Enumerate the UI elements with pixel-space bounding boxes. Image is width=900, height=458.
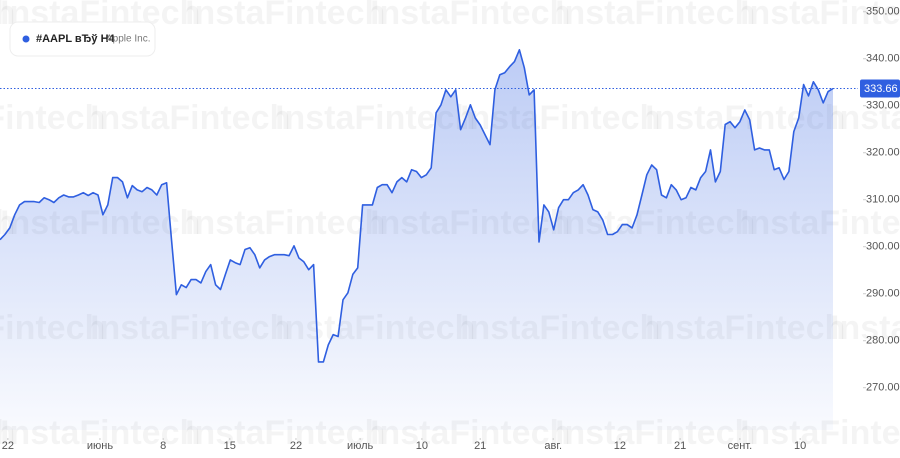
y-tick-label: 280.00 <box>866 335 900 347</box>
legend-box <box>9 21 156 57</box>
price-line <box>0 49 834 363</box>
x-tick-label: авг. <box>544 440 562 452</box>
x-tick-label: 22 <box>290 440 302 452</box>
y-tick-label: 270.00 <box>866 382 900 394</box>
y-tick-label: 320.00 <box>866 147 900 159</box>
legend: #AAPL вЂў H4 Apple Inc. <box>9 21 156 57</box>
watermark: InstaFintech <box>460 99 660 137</box>
watermark: InstaFintech <box>90 99 290 137</box>
x-tick-label: 8 <box>160 440 166 452</box>
y-tick-label: 330.00 <box>866 100 900 112</box>
y-tick-label: 290.00 <box>866 288 900 300</box>
x-tick-label: 21 <box>474 440 486 452</box>
last-price-label: 333.66 <box>864 83 898 95</box>
x-tick-label: 15 <box>224 440 236 452</box>
x-tick-label: 21 <box>674 440 686 452</box>
x-tick-label: сент. <box>728 440 753 452</box>
y-tick-label: 300.00 <box>866 241 900 253</box>
y-tick-label: 350.00 <box>866 6 900 18</box>
legend-symbol: #AAPL вЂў H4 <box>36 33 116 45</box>
watermark: InstaFintech <box>555 0 755 32</box>
legend-dot <box>22 35 30 43</box>
last-price-box <box>860 79 900 98</box>
y-tick-label: 340.00 <box>866 53 900 65</box>
watermark: InstaFintech <box>185 204 385 242</box>
x-tick-label: июнь <box>87 440 113 452</box>
watermark: InstaFintech <box>740 0 900 32</box>
area-fill <box>0 49 833 431</box>
x-tick-label: 10 <box>794 440 806 452</box>
x-tick-label: 10 <box>416 440 428 452</box>
y-tick-label: 310.00 <box>866 194 900 206</box>
x-tick-label: июль <box>347 440 374 452</box>
watermark: InstaFintech <box>185 0 385 32</box>
watermark: InstaFintech <box>0 99 105 137</box>
watermark: InstaFintech <box>0 0 15 32</box>
legend-description: Apple Inc. <box>106 34 150 45</box>
watermark: InstaFintech <box>370 0 570 32</box>
plot <box>0 49 834 431</box>
x-tick-label: 22 <box>2 440 14 452</box>
x-tick-label: 12 <box>614 440 626 452</box>
